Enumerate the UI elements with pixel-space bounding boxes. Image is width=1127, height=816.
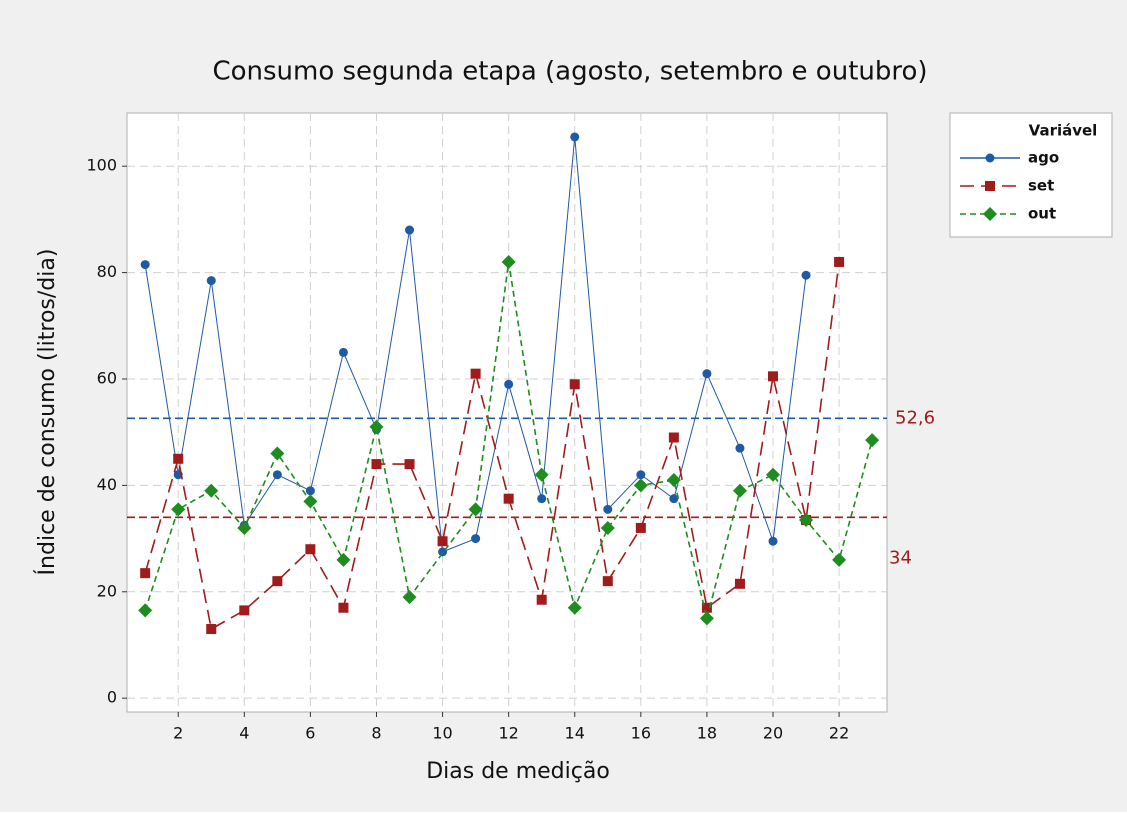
legend-label: ago — [1028, 149, 1059, 167]
data-point — [536, 594, 547, 605]
data-point — [272, 470, 282, 480]
data-point — [504, 379, 514, 389]
data-point — [303, 494, 318, 509]
y-tick-label: 60 — [97, 368, 117, 387]
data-point — [702, 369, 712, 379]
x-tick-label: 12 — [498, 724, 518, 743]
x-tick-label: 16 — [631, 724, 651, 743]
x-tick-label: 4 — [239, 724, 249, 743]
data-point — [537, 494, 547, 504]
data-point — [338, 602, 349, 613]
data-point — [567, 600, 582, 615]
data-point — [602, 576, 613, 587]
data-point — [404, 459, 415, 470]
y-tick-label: 40 — [97, 475, 117, 494]
data-point — [305, 544, 316, 555]
data-point — [636, 470, 646, 480]
x-tick-label: 10 — [432, 724, 452, 743]
legend-label: out — [1028, 205, 1056, 223]
x-tick-label: 14 — [565, 724, 585, 743]
data-point — [668, 432, 679, 443]
data-point — [171, 502, 186, 517]
data-point — [138, 603, 153, 618]
x-tick-label: 2 — [173, 724, 183, 743]
data-point — [766, 467, 780, 482]
data-point — [237, 520, 252, 535]
data-point — [272, 576, 283, 587]
legend-label: set — [1028, 177, 1054, 195]
data-point — [239, 605, 250, 616]
y-tick-label: 80 — [97, 262, 117, 281]
data-point — [600, 520, 615, 535]
reference-label: 34 — [889, 547, 912, 568]
data-point — [734, 578, 745, 589]
data-point — [534, 467, 549, 482]
reference-label: 52,6 — [895, 407, 935, 428]
data-point — [140, 260, 150, 270]
data-point — [732, 483, 747, 498]
data-point — [569, 379, 580, 390]
data-point — [503, 493, 514, 504]
data-point — [635, 522, 646, 533]
data-point — [140, 568, 151, 579]
data-point — [701, 602, 712, 613]
data-point — [633, 478, 648, 493]
data-point — [768, 371, 778, 382]
data-point — [437, 536, 448, 547]
data-point — [402, 590, 417, 605]
data-point — [832, 552, 847, 567]
series-line — [144, 261, 873, 619]
legend-marker — [985, 181, 995, 191]
data-point — [405, 225, 415, 235]
data-point — [768, 536, 778, 546]
data-point — [669, 494, 679, 504]
data-point — [501, 254, 516, 269]
legend-marker — [983, 207, 997, 221]
data-point — [204, 483, 219, 498]
data-point — [206, 624, 217, 635]
x-tick-label: 18 — [697, 724, 717, 743]
x-tick-label: 20 — [763, 724, 783, 743]
data-point — [471, 534, 481, 544]
x-tick-label: 6 — [305, 724, 315, 743]
data-point — [468, 502, 483, 517]
data-point — [371, 459, 382, 470]
data-point — [338, 347, 348, 357]
data-point — [801, 270, 811, 280]
data-point — [369, 419, 384, 434]
data-point — [173, 453, 184, 464]
data-point — [270, 446, 285, 461]
data-point — [570, 132, 580, 142]
data-point — [699, 611, 714, 626]
data-point — [305, 486, 315, 496]
y-tick-label: 20 — [97, 581, 117, 600]
x-tick-label: 22 — [829, 724, 849, 743]
plot-area — [126, 112, 888, 713]
x-tick-label: 8 — [371, 724, 381, 743]
legend-title: Variável — [1029, 122, 1098, 140]
data-point — [865, 433, 880, 448]
data-point — [834, 256, 845, 267]
data-point — [206, 276, 216, 286]
data-point — [336, 552, 351, 567]
x-axis-label: Dias de medição — [426, 759, 610, 784]
y-tick-label: 0 — [107, 688, 117, 707]
series-line — [144, 261, 840, 631]
data-point — [603, 504, 613, 514]
y-axis-label: Índice de consumo (litros/dia) — [34, 249, 60, 576]
legend-marker — [985, 153, 995, 163]
legend — [949, 112, 1113, 238]
data-point — [735, 443, 745, 453]
y-tick-label: 100 — [86, 156, 117, 175]
data-point — [666, 473, 681, 488]
data-point — [799, 512, 814, 527]
chart-title: Consumo segunda etapa (agosto, setembro … — [212, 57, 927, 87]
data-point — [470, 368, 481, 379]
